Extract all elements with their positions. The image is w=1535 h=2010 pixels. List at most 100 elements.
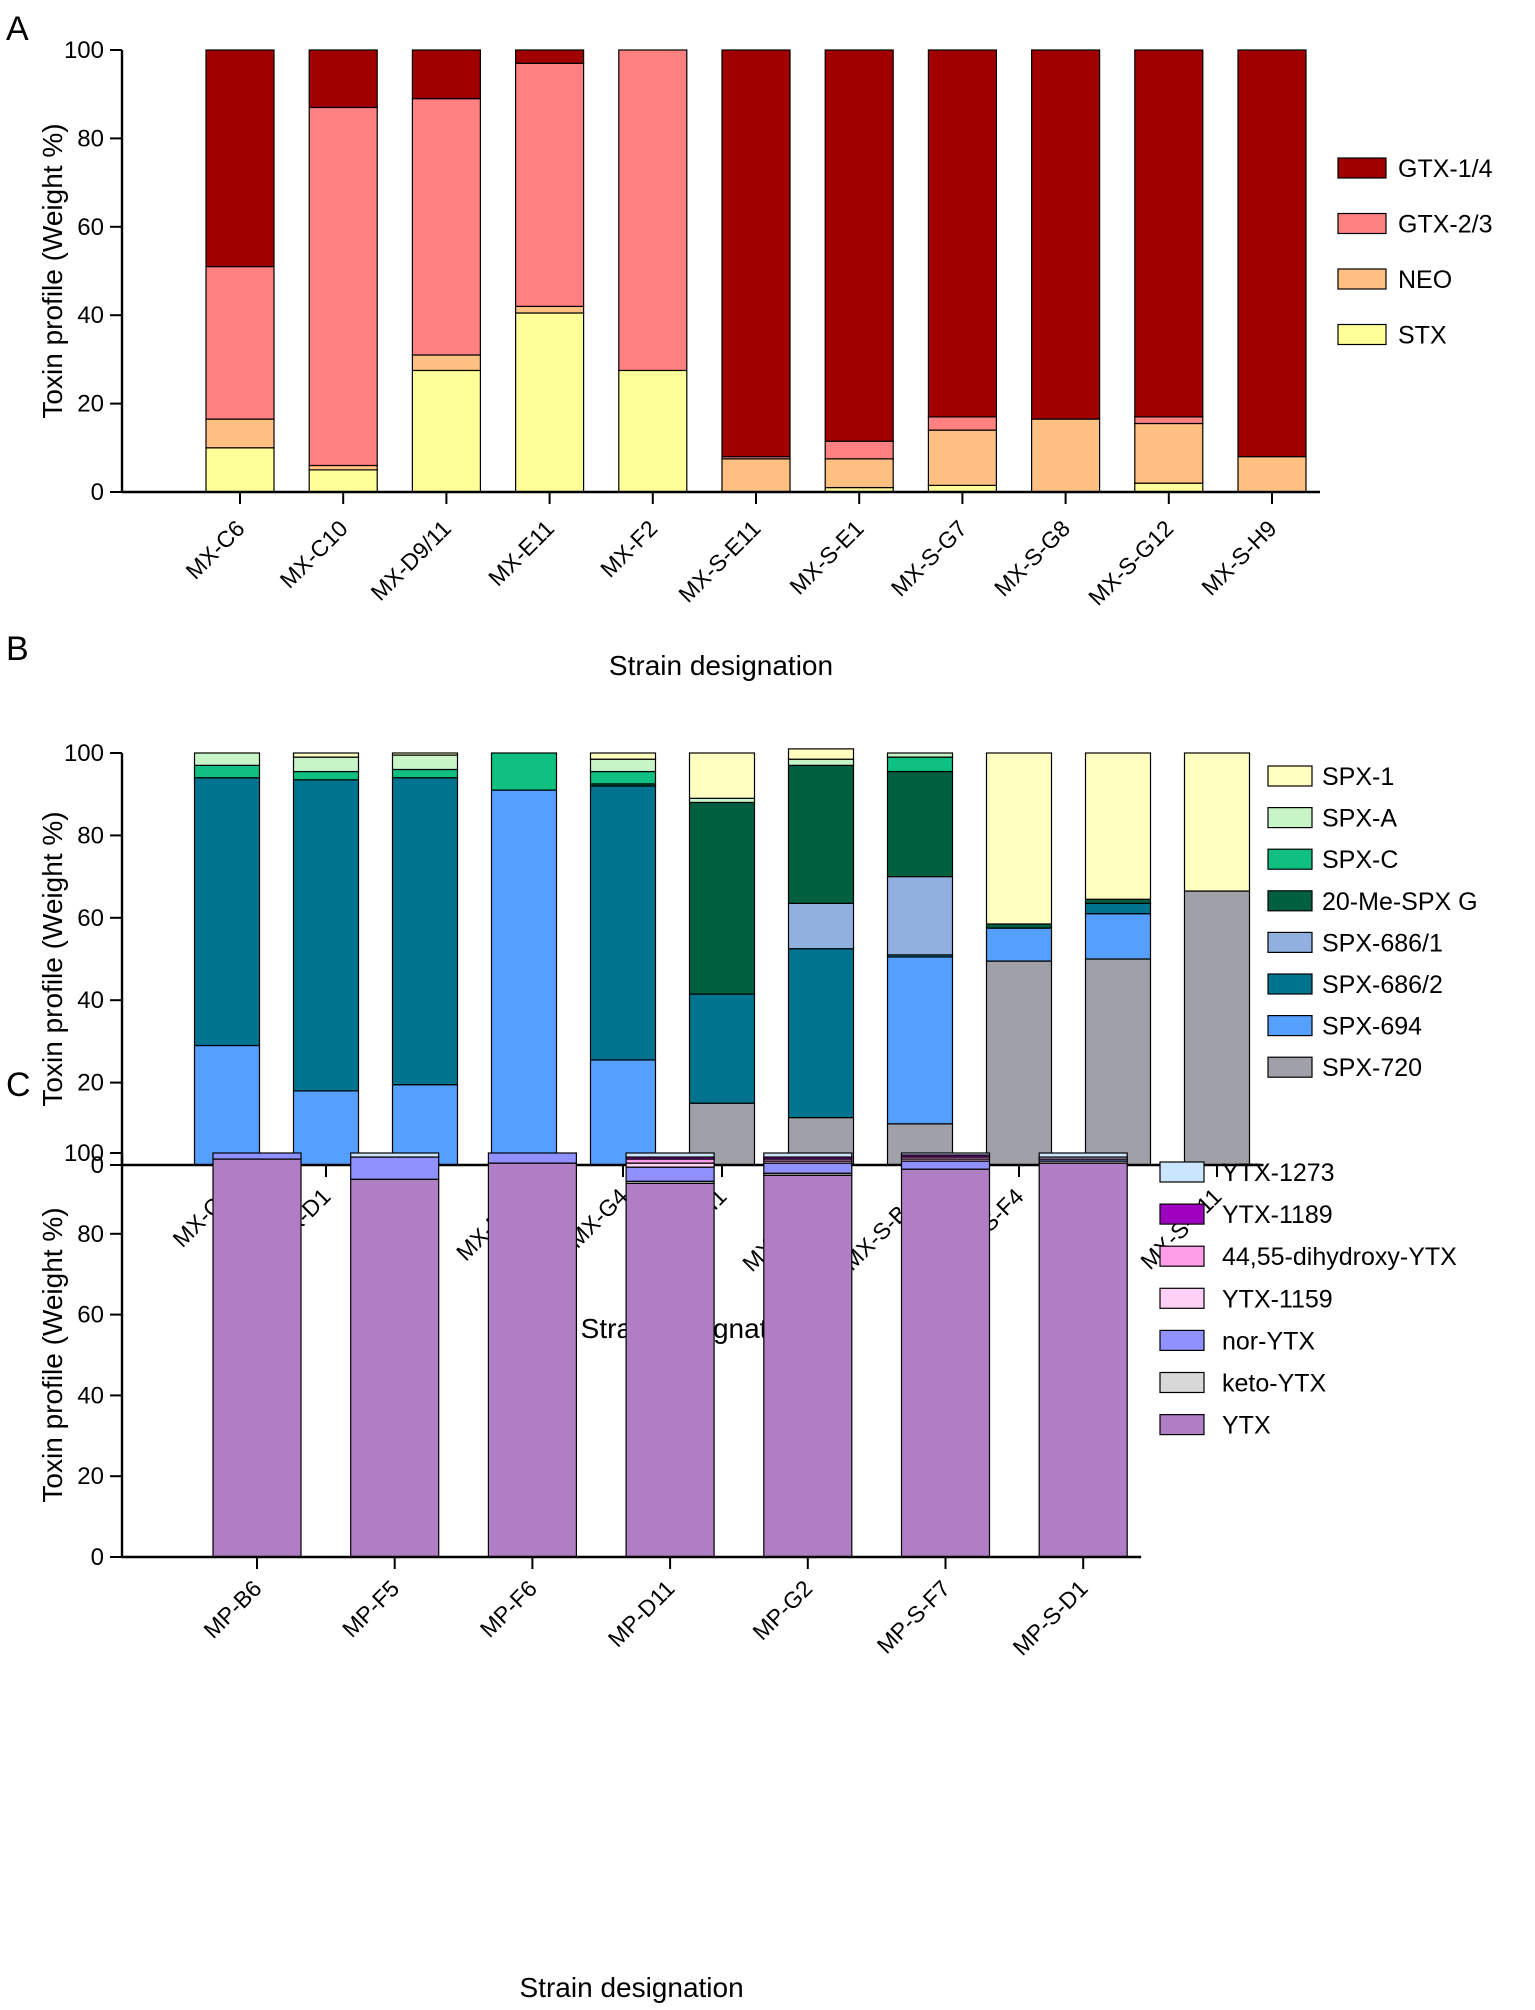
bar-segment [350, 1152, 440, 1158]
bar-segment [391, 752, 459, 756]
bar-segment [205, 418, 275, 449]
bar-segment [350, 1156, 440, 1180]
y-tick-label: 60 [77, 905, 104, 932]
bar-segment [487, 1152, 577, 1164]
bar-segment [411, 49, 481, 100]
bar-segment [589, 785, 657, 1061]
legend-swatch [1159, 1287, 1205, 1309]
bar-segment [514, 305, 585, 314]
x-tick-label: MP-D11 [603, 1575, 680, 1652]
legend-label: YTX [1222, 1412, 1271, 1440]
bar-segment [985, 960, 1053, 1166]
legend-label: YTX-1189 [1222, 1201, 1333, 1229]
bar-segment [625, 1158, 715, 1164]
bar-segment [308, 49, 378, 109]
x-tick-label: MX-S-G12 [1083, 515, 1178, 610]
bar-segment [193, 1044, 261, 1166]
y-tick-label: 100 [64, 37, 104, 64]
panel-letter: C [6, 1066, 31, 1104]
panel-letter: B [6, 630, 29, 668]
bar-segment [292, 756, 360, 773]
bar-segment [589, 770, 657, 785]
y-tick-label: 80 [77, 1221, 104, 1248]
bar-segment [193, 777, 261, 1047]
legend-swatch [1337, 157, 1387, 179]
bar-segment [1030, 418, 1101, 493]
bar-segment [350, 1178, 440, 1558]
bar-segment [292, 1090, 360, 1166]
bar-segment [487, 1162, 577, 1558]
panel-letter: A [6, 10, 29, 48]
bar-segment [514, 62, 585, 307]
y-tick-label: 0 [91, 1152, 104, 1179]
bar-segment [1030, 49, 1101, 420]
legend-swatch [1267, 848, 1313, 870]
legend-swatch [1159, 1161, 1205, 1183]
legend-swatch [1159, 1413, 1205, 1436]
legend-label: NEO [1398, 266, 1452, 294]
legend-label: SPX-720 [1322, 1054, 1422, 1082]
legend-swatch [1267, 765, 1313, 787]
bar-segment [618, 49, 688, 372]
legend-swatch [1267, 1014, 1313, 1037]
x-axis-label: Strain designation [609, 650, 833, 681]
y-tick-label: 100 [64, 740, 104, 767]
legend-label: SPX-694 [1322, 1013, 1422, 1041]
y-tick-label: 40 [77, 302, 104, 329]
bar-segment [1038, 1162, 1128, 1558]
legend-swatch [1159, 1371, 1205, 1394]
bar-segment [787, 764, 855, 904]
bar-segment [411, 354, 481, 372]
bar-segment [763, 1152, 853, 1158]
bar-segment [688, 801, 756, 995]
legend-swatch [1267, 931, 1313, 954]
bar-segment [490, 789, 558, 1162]
legend-swatch [1159, 1245, 1205, 1267]
bar-segment [824, 458, 894, 489]
bar-segment [886, 752, 954, 758]
bar-segment [721, 458, 791, 493]
x-tick-label: MX-S-E11 [673, 515, 765, 607]
y-tick-label: 20 [77, 1463, 104, 1490]
bar-segment [1084, 752, 1152, 900]
y-tick-label: 0 [91, 1544, 104, 1571]
y-tick-label: 0 [91, 479, 104, 506]
bar-segment [514, 49, 585, 64]
legend-swatch [1337, 323, 1387, 346]
bar-segment [886, 875, 954, 956]
bar-segment [205, 447, 275, 493]
x-tick-label: MX-S-G7 [886, 515, 972, 601]
y-tick-label: 20 [77, 1070, 104, 1097]
bar-segment [763, 1162, 853, 1174]
bar-segment [787, 902, 855, 950]
bar-segment [391, 768, 459, 779]
bar-segment [589, 752, 657, 760]
bar-segment [391, 777, 459, 1086]
bar-segment [886, 956, 954, 1125]
bar-segment [490, 752, 558, 791]
bar-segment [292, 770, 360, 781]
bar-segment [1038, 1152, 1128, 1158]
bar-segment [787, 948, 855, 1119]
x-tick-label: MP-S-D1 [1007, 1575, 1092, 1660]
x-tick-label: MX-C6 [181, 515, 250, 584]
y-tick-label: 80 [77, 822, 104, 849]
legend-label: YTX-1273 [1222, 1159, 1335, 1187]
bar-segment [900, 1152, 991, 1156]
bar-segment [886, 756, 954, 773]
legend-swatch [1267, 1056, 1313, 1078]
legend-label: SPX-A [1322, 805, 1397, 833]
legend-label: 44,55-dihydroxy-YTX [1222, 1243, 1457, 1271]
legend-label: keto-YTX [1222, 1370, 1327, 1398]
x-tick-label: MX-S-E1 [784, 515, 868, 599]
bar-segment [985, 752, 1053, 925]
y-tick-label: 60 [77, 214, 104, 241]
legend-swatch [1267, 973, 1313, 995]
bar-segment [292, 752, 360, 758]
legend-swatch [1267, 806, 1313, 829]
x-tick-label: MX-S-H9 [1196, 515, 1281, 600]
x-tick-label: MP-G2 [747, 1575, 817, 1645]
bar-segment [212, 1158, 302, 1558]
y-axis-label: Toxin profile (Weight %) [37, 811, 68, 1106]
